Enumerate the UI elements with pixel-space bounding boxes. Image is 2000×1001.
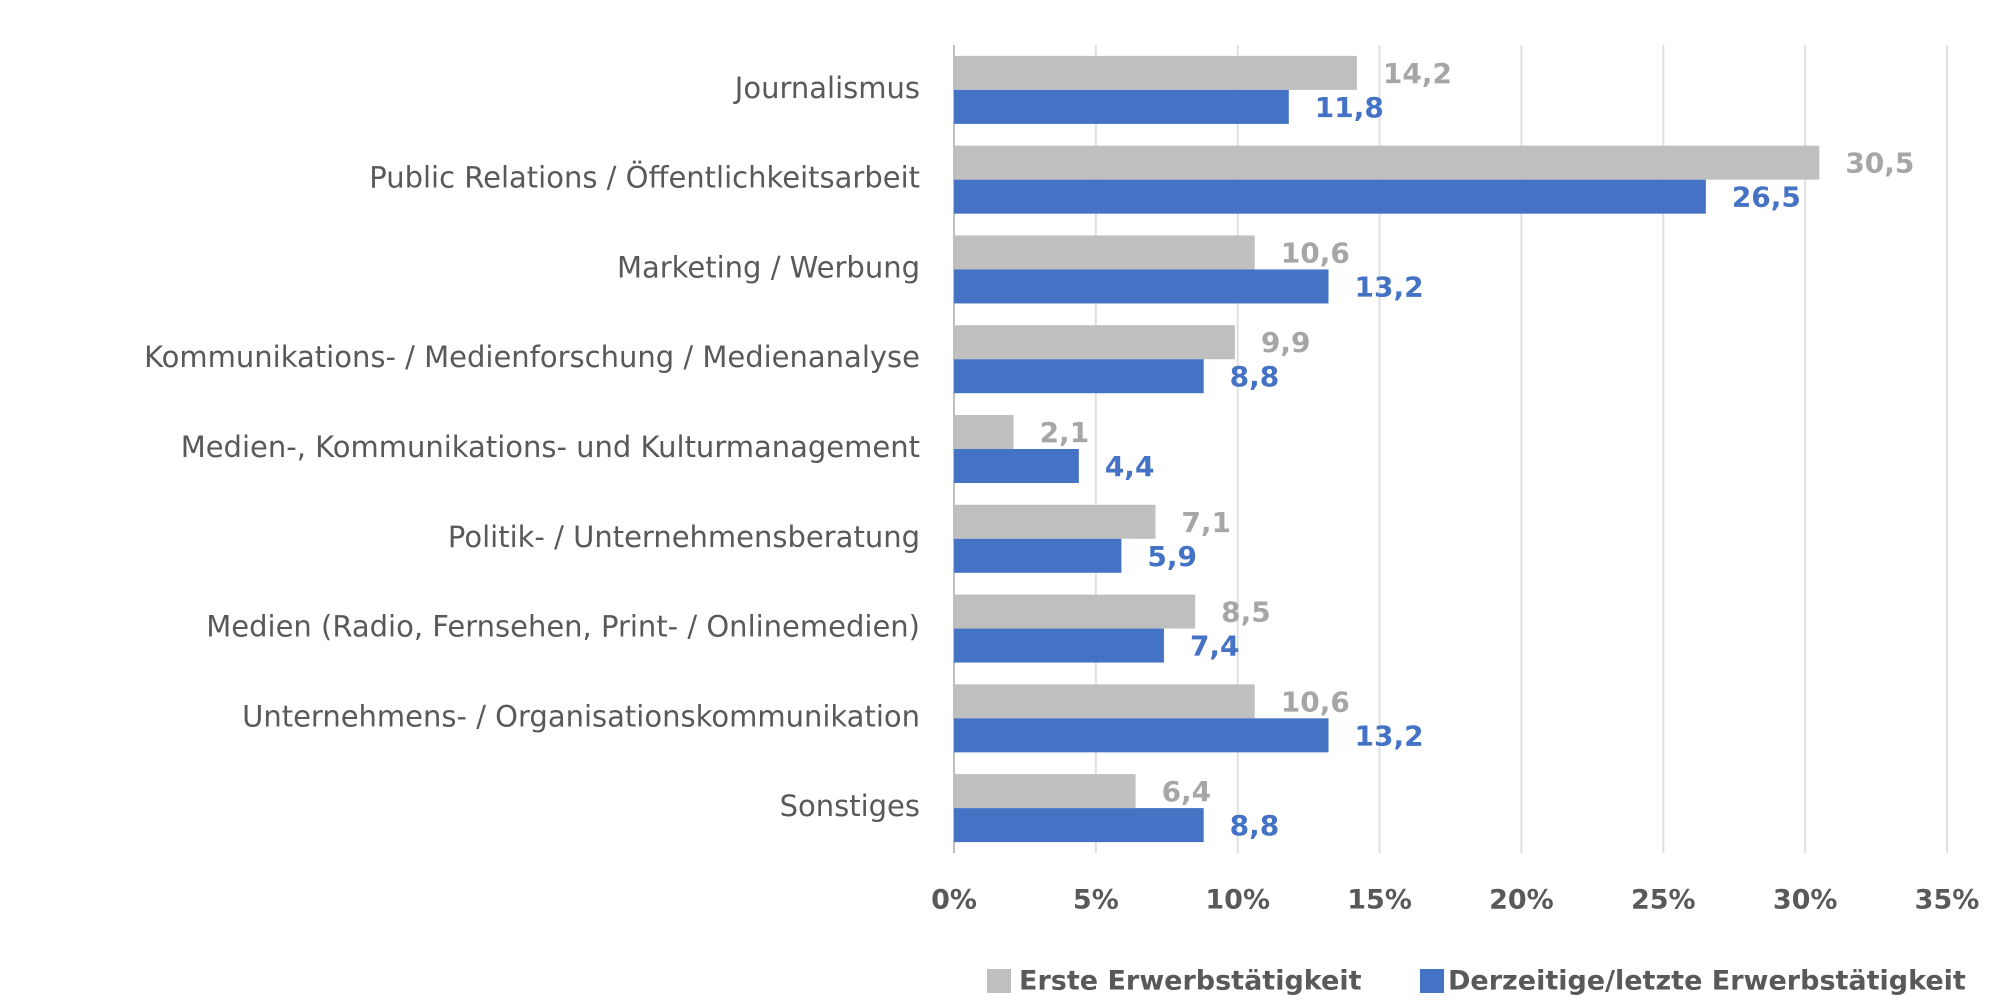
bar [954,538,1122,573]
bar [954,269,1329,304]
x-tick-label: 35% [1915,885,1980,916]
value-label: 11,8 [1315,91,1384,124]
bar [954,325,1235,360]
value-label: 13,2 [1355,719,1424,752]
y-tick-label: Public Relations / Öffentlichkeitsarbeit [369,161,920,195]
bar [954,774,1136,809]
value-label: 10,6 [1281,236,1350,269]
value-label: 10,6 [1281,685,1350,718]
y-tick-label: Unternehmens- / Organisationskommunikati… [242,699,920,733]
bar [954,89,1289,124]
value-label: 6,4 [1162,775,1212,808]
y-tick-label: Marketing / Werbung [617,250,920,284]
y-tick-label: Journalismus [733,71,920,105]
value-label: 7,4 [1190,630,1240,663]
value-label: 7,1 [1181,506,1231,539]
value-label: 5,9 [1147,540,1197,573]
bar [954,684,1255,719]
y-tick-label: Kommunikations- / Medienforschung / Medi… [144,340,920,374]
bar [954,145,1820,180]
x-tick-label: 30% [1773,885,1838,916]
legend-swatch [987,969,1011,993]
bar [954,718,1329,753]
bar [954,594,1196,629]
value-label: 13,2 [1355,270,1424,303]
legend-label: Derzeitige/letzte Erwerbstätigkeit [1448,966,1966,997]
x-tick-label: 0% [931,885,977,916]
value-label: 8,8 [1230,360,1280,393]
value-label: 30,5 [1845,147,1914,180]
value-label: 14,2 [1383,57,1452,90]
y-tick-label: Sonstiges [780,789,920,823]
bar [954,415,1014,449]
x-tick-label: 25% [1631,885,1696,916]
y-tick-label: Medien-, Kommunikations- und Kulturmanag… [181,430,920,464]
value-label: 8,8 [1230,809,1280,842]
bar [954,504,1156,539]
legend-swatch [1420,969,1444,993]
x-tick-label: 5% [1073,885,1119,916]
bar [954,179,1706,214]
value-label: 26,5 [1732,181,1801,214]
value-label: 4,4 [1105,450,1155,483]
x-tick-label: 20% [1489,885,1554,916]
bar [954,808,1204,843]
value-label: 2,1 [1040,416,1090,449]
bar [954,449,1079,483]
x-tick-label: 15% [1347,885,1412,916]
y-tick-label: Politik- / Unternehmensberatung [448,520,920,554]
bar [954,359,1204,394]
bar [954,628,1164,663]
bar [954,55,1357,90]
y-tick-label: Medien (Radio, Fernsehen, Print- / Onlin… [206,610,920,644]
x-tick-label: 10% [1205,885,1270,916]
value-label: 9,9 [1261,326,1311,359]
value-label: 8,5 [1221,596,1271,629]
bar [954,235,1255,270]
legend-label: Erste Erwerbstätigkeit [1019,966,1362,997]
